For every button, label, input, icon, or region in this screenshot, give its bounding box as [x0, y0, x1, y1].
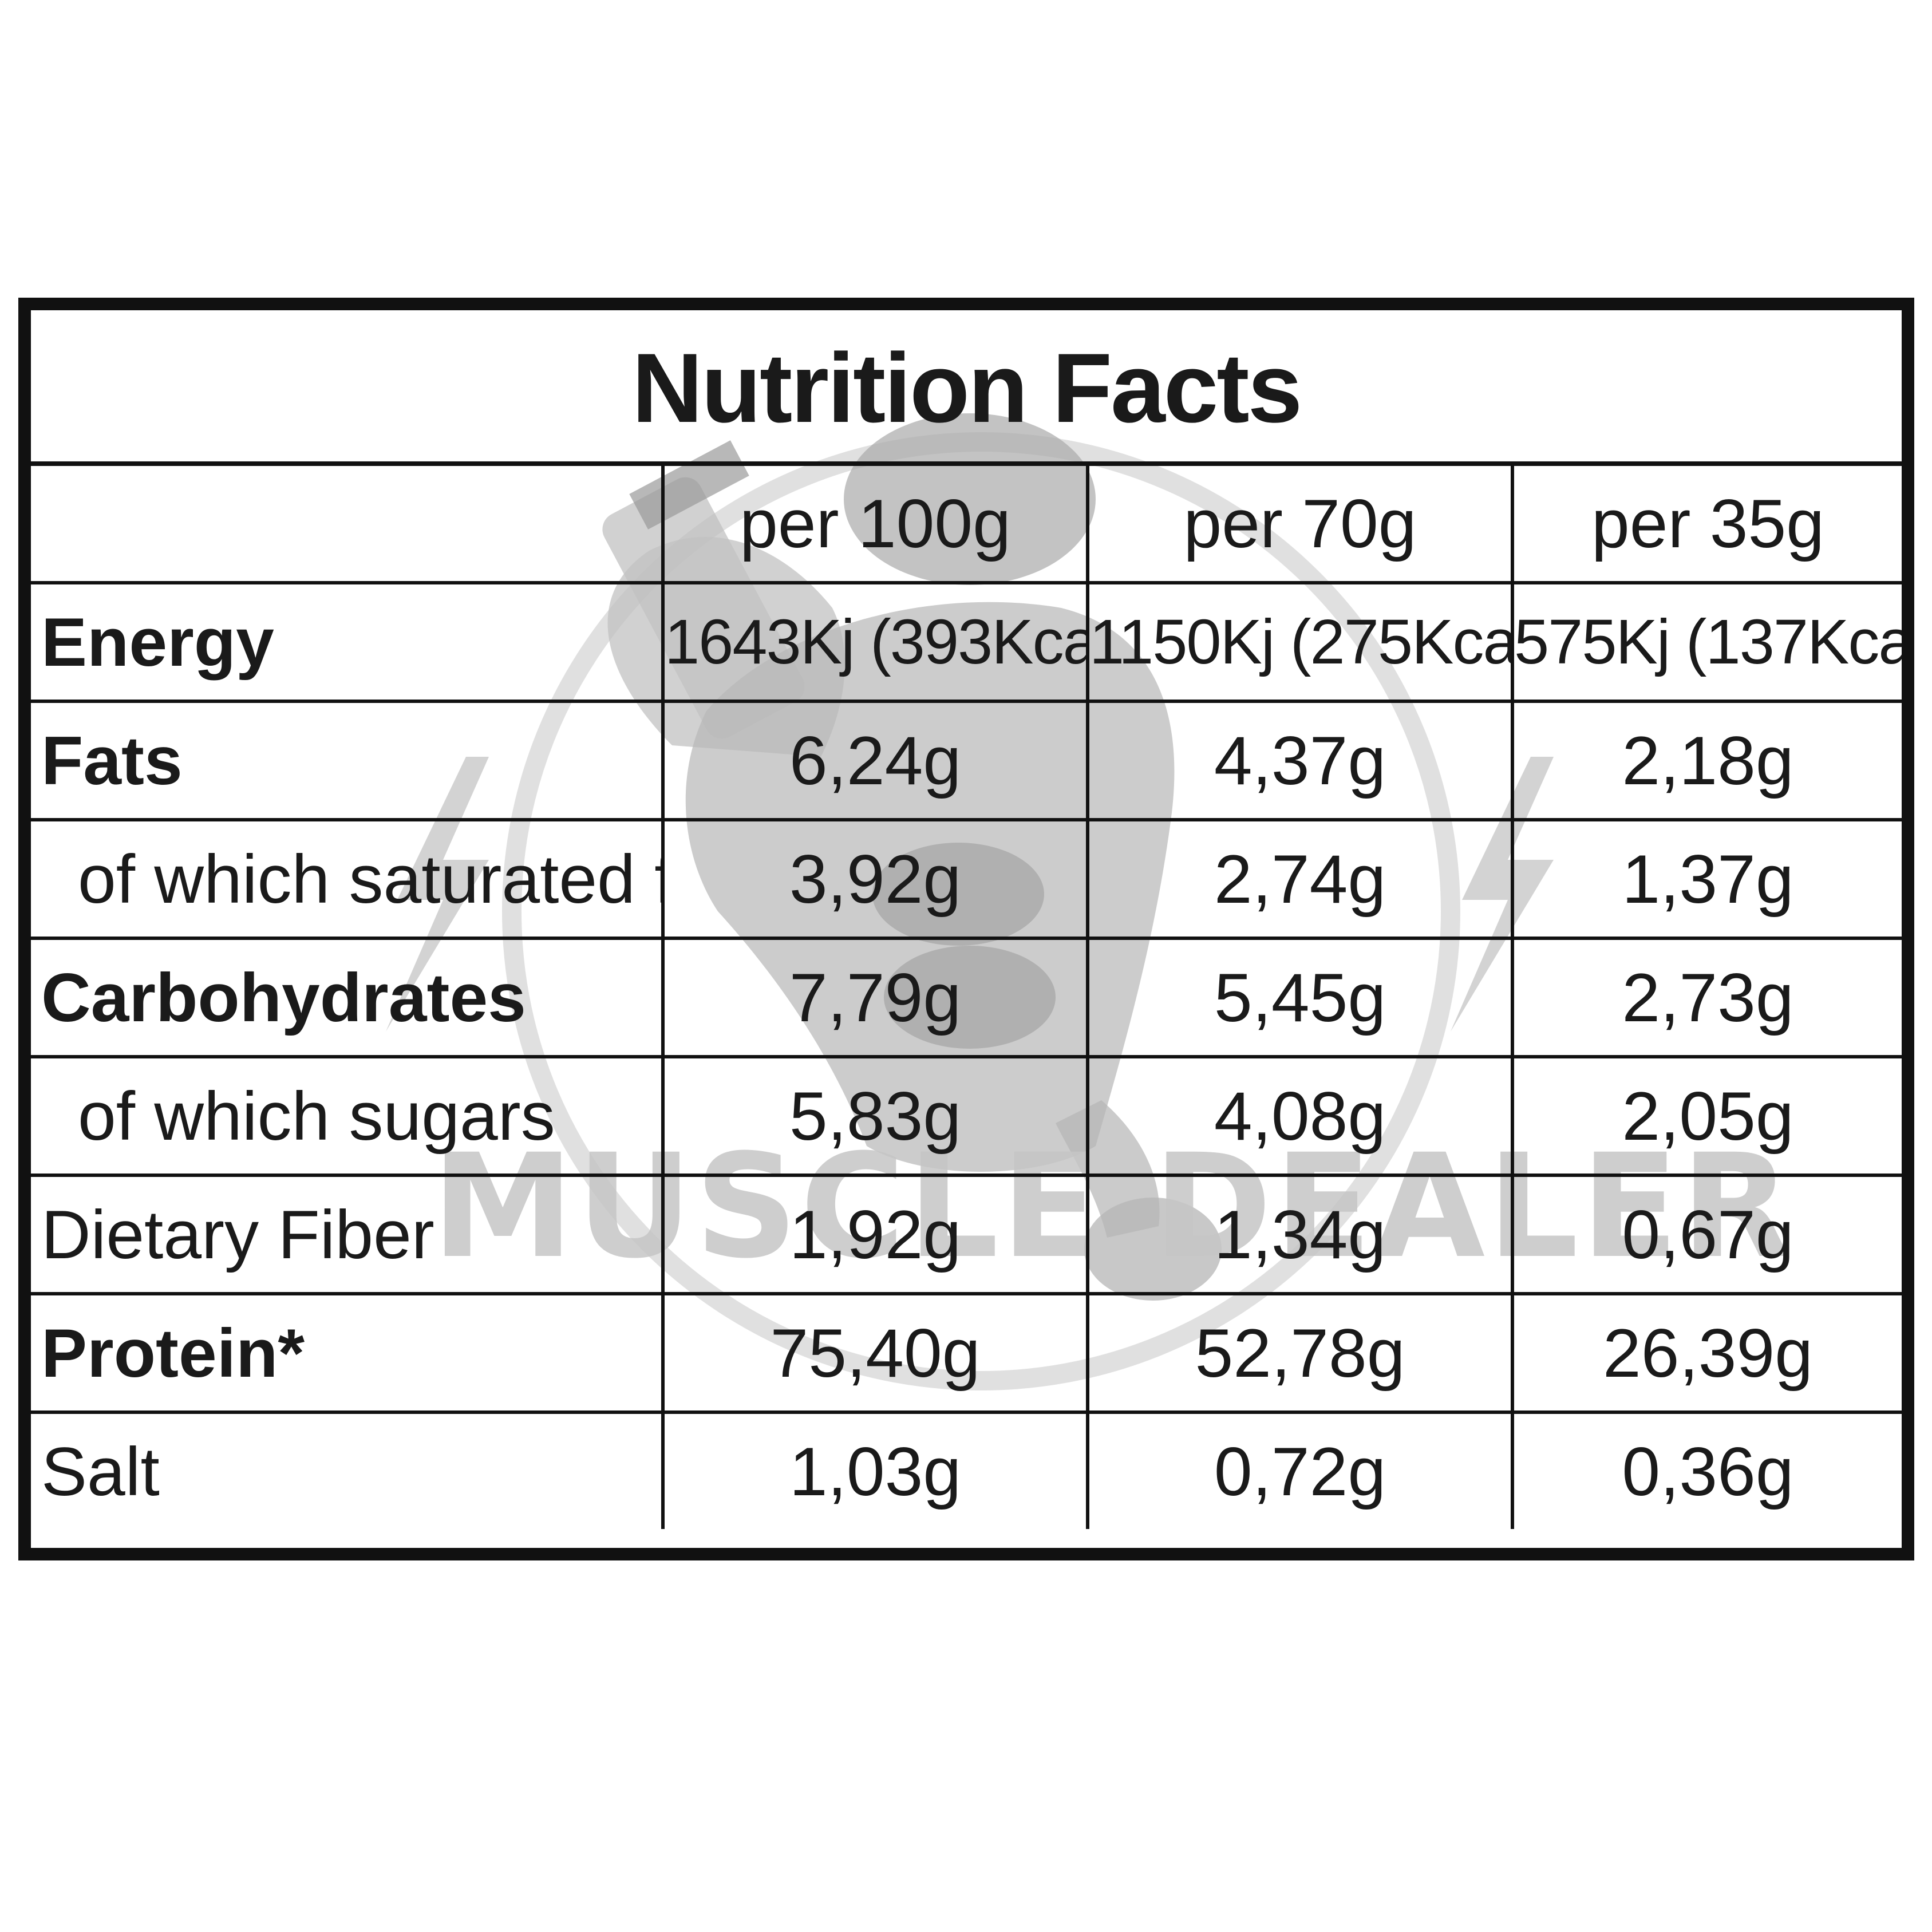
nutrient-label: Salt — [31, 1412, 665, 1529]
value-per-70g: 2,74g — [1088, 820, 1514, 940]
value-per-35g: 26,39g — [1512, 1294, 1902, 1414]
row-fats: Fats 6,24g 4,37g 2,18g — [31, 701, 1902, 821]
nutrient-label: of which sugars — [31, 1057, 665, 1177]
column-header-per-35g: per 35g — [1512, 466, 1902, 584]
value-per-100g: 75,40g — [663, 1294, 1089, 1414]
value-per-70g: 5,45g — [1088, 938, 1514, 1058]
nutrient-label: Fats — [31, 701, 665, 821]
value-per-70g: 1150Kj (275Kcal) — [1088, 583, 1514, 703]
value-per-100g: 1,03g — [663, 1412, 1089, 1529]
nutrient-label: Dietary Fiber — [31, 1175, 665, 1295]
value-per-35g: 0,67g — [1512, 1175, 1902, 1295]
value-per-70g: 4,37g — [1088, 701, 1514, 821]
value-per-35g: 2,18g — [1512, 701, 1902, 821]
value-per-35g: 2,05g — [1512, 1057, 1902, 1177]
nutrient-label: of which saturated fat — [31, 820, 665, 940]
nutrient-label: Energy — [31, 583, 665, 703]
column-header-blank — [31, 466, 665, 584]
value-per-100g: 1,92g — [663, 1175, 1089, 1295]
panel-title: Nutrition Facts — [31, 310, 1902, 466]
row-dietary-fiber: Dietary Fiber 1,92g 1,34g 0,67g — [31, 1175, 1902, 1295]
value-per-100g: 7,79g — [663, 938, 1089, 1058]
nutrient-label: Protein* — [31, 1294, 665, 1414]
value-per-100g: 6,24g — [663, 701, 1089, 821]
value-per-35g: 1,37g — [1512, 820, 1902, 940]
value-per-70g: 1,34g — [1088, 1175, 1514, 1295]
value-per-100g: 5,83g — [663, 1057, 1089, 1177]
row-carbohydrates: Carbohydrates 7,79g 5,45g 2,73g — [31, 938, 1902, 1058]
row-energy: Energy 1643Kj (393Kcal) 1150Kj (275Kcal)… — [31, 583, 1902, 703]
value-per-70g: 4,08g — [1088, 1057, 1514, 1177]
value-per-100g: 1643Kj (393Kcal) — [663, 583, 1089, 703]
nutrition-facts-panel: MUSCLE DEALER Nutrition Facts per 100g p… — [18, 298, 1914, 1560]
value-per-35g: 0,36g — [1622, 1433, 1794, 1510]
nutrient-label: Carbohydrates — [31, 938, 665, 1058]
column-header-per-100g: per 100g — [663, 466, 1089, 584]
value-per-100g: 3,92g — [663, 820, 1089, 940]
column-header-per-70g: per 70g — [1088, 466, 1514, 584]
value-per-70g: 0,72g — [1088, 1412, 1514, 1529]
row-sugars: of which sugars 5,83g 4,08g 2,05g — [31, 1057, 1902, 1177]
value-per-70g: 52,78g — [1088, 1294, 1514, 1414]
nutrition-table: per 100g per 70g per 35g Energy 1643Kj (… — [31, 466, 1902, 1529]
row-salt: Salt 1,03g 0,72g 0,36g — [31, 1412, 1902, 1529]
row-saturated-fat: of which saturated fat 3,92g 2,74g 1,37g — [31, 820, 1902, 940]
header-row: per 100g per 70g per 35g — [31, 466, 1902, 584]
value-per-35g: 575Kj (137Kcal) — [1512, 583, 1902, 703]
value-per-35g: 2,73g — [1512, 938, 1902, 1058]
row-protein: Protein* 75,40g 52,78g 26,39g — [31, 1294, 1902, 1414]
